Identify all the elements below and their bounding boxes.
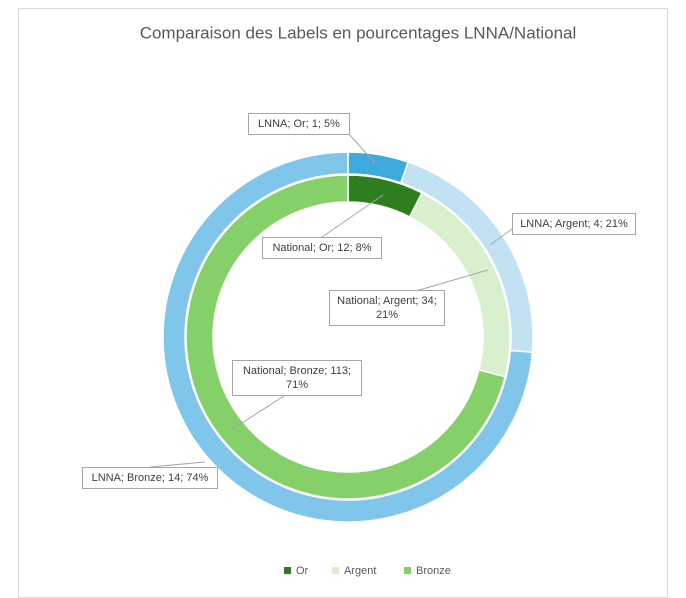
leader-line xyxy=(227,391,291,433)
ring-slice xyxy=(185,174,506,500)
leader-line xyxy=(321,194,384,238)
legend-label: Argent xyxy=(344,565,376,577)
data-label: LNNA; Argent; 4; 21% xyxy=(512,213,636,235)
data-label: National; Argent; 34; 21% xyxy=(329,290,445,326)
leader-line xyxy=(489,228,513,246)
data-label: National; Or; 12; 8% xyxy=(262,237,382,259)
data-label: LNNA; Bronze; 14; 74% xyxy=(82,467,218,489)
data-label: National; Bronze; 113; 71% xyxy=(232,360,362,396)
leader-line xyxy=(347,132,376,164)
legend-swatch xyxy=(404,567,411,574)
chart-title: Comparaison des Labels en pourcentages L… xyxy=(140,23,577,42)
legend-swatch xyxy=(332,567,339,574)
ring-slice xyxy=(162,151,534,523)
leader-line xyxy=(149,461,206,468)
data-label: LNNA; Or; 1; 5% xyxy=(248,113,350,135)
legend-label: Or xyxy=(296,565,309,577)
legend-label: Bronze xyxy=(416,565,451,577)
legend-swatch xyxy=(284,567,291,574)
ring-slice xyxy=(408,191,511,378)
